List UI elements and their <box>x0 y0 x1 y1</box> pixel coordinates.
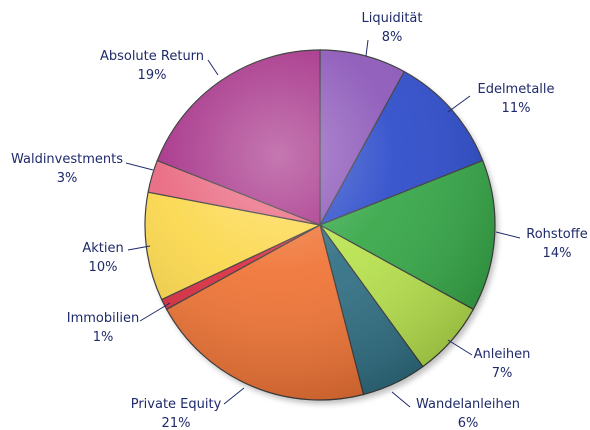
slice-label-group: Immobilien 1% <box>67 302 171 345</box>
leader-line <box>447 95 471 113</box>
slice-label: Liquidität <box>362 11 423 26</box>
leader-line <box>365 39 369 57</box>
slice-label: Immobilien <box>67 311 139 326</box>
slice-value-label: 11% <box>502 101 531 116</box>
slice-label: Edelmetalle <box>477 82 554 97</box>
slice-label-group: Edelmetalle 11% <box>447 82 555 116</box>
slice-label-group: Rohstoffe 14% <box>495 227 588 261</box>
slice-label-group: Anleihen 7% <box>447 339 531 381</box>
leader-line <box>391 391 411 408</box>
slice-label: Waldinvestments <box>11 152 123 167</box>
slice-value-label: 19% <box>138 68 167 83</box>
slice-value-label: 3% <box>57 171 78 186</box>
slice-label: Private Equity <box>131 397 222 412</box>
leader-line <box>207 59 219 76</box>
slice-label-group: Absolute Return 19% <box>100 49 219 83</box>
leader-line <box>139 302 171 322</box>
slice-value-label: 1% <box>93 330 114 345</box>
leader-line <box>125 162 154 171</box>
slice-label: Absolute Return <box>100 49 204 64</box>
leader-line <box>127 245 151 251</box>
slice-label: Rohstoffe <box>526 227 587 242</box>
leader-line <box>495 231 521 239</box>
slice-value-label: 6% <box>458 416 479 430</box>
leader-line <box>447 339 473 356</box>
slice-value-label: 14% <box>543 246 572 261</box>
leader-line <box>223 387 245 405</box>
slice-label: Anleihen <box>474 347 531 362</box>
slice-label-group: Waldinvestments 3% <box>11 152 154 186</box>
slice-value-label: 7% <box>492 366 513 381</box>
slice-value-label: 21% <box>162 416 191 430</box>
slice-label-group: Aktien 10% <box>82 241 151 275</box>
slice-label-group: Private Equity 21% <box>131 387 245 430</box>
slice-label: Wandelanleihen <box>416 397 520 412</box>
slice-value-label: 8% <box>382 30 403 45</box>
slice-value-label: 10% <box>89 260 118 275</box>
slice-label-group: Wandelanleihen 6% <box>391 391 520 430</box>
slice-label-group: Liquidität 8% <box>362 11 423 57</box>
slice-label: Aktien <box>82 241 123 256</box>
